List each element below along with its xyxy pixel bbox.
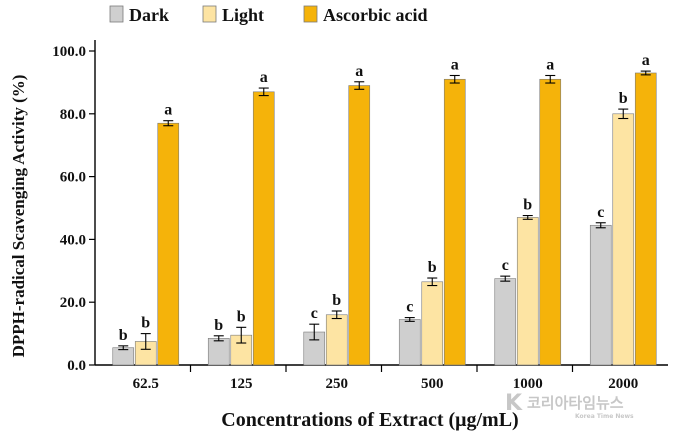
- significance-letter: c: [311, 305, 318, 322]
- x-tick-label: 500: [421, 376, 444, 392]
- significance-letter: c: [502, 257, 509, 274]
- bar-dark: [589, 224, 612, 366]
- x-tick-label: 2000: [608, 376, 638, 392]
- significance-letter: b: [214, 317, 223, 334]
- bar-light: [325, 314, 348, 366]
- legend-swatch: [303, 5, 318, 23]
- x-axis-label: Concentrations of Extract (μg/mL): [221, 409, 518, 431]
- y-tick-label: 0.0: [67, 358, 86, 374]
- legend-label: Ascorbic acid: [323, 5, 427, 25]
- bar-light: [421, 281, 444, 366]
- significance-letter: a: [451, 56, 459, 73]
- bar-dark: [207, 338, 230, 366]
- x-tick-label: 62.5: [133, 376, 159, 392]
- watermark-logo-icon: K: [505, 391, 523, 416]
- y-axis-label: DPPH-radical Scavenging Activity (%): [9, 75, 28, 358]
- legend: Dark Light Ascorbic acid: [109, 5, 427, 25]
- significance-letter: c: [597, 204, 604, 221]
- legend-label: Light: [222, 5, 264, 25]
- x-tick-label: 125: [230, 376, 253, 392]
- x-tick-label: 250: [326, 376, 349, 392]
- legend-swatch: [109, 5, 124, 23]
- bar-ascorbic-acid: [634, 72, 657, 366]
- watermark-text: 코리아타임뉴스: [527, 394, 624, 412]
- legend-swatch: [202, 5, 217, 23]
- significance-letter: a: [164, 102, 172, 119]
- watermark: K 코리아타임뉴스 Korea Time News: [505, 391, 634, 420]
- y-tick-label: 40.0: [60, 232, 86, 248]
- significance-letter: b: [119, 327, 128, 344]
- bar-dark: [112, 347, 135, 366]
- y-tick-label: 60.0: [60, 170, 86, 186]
- significance-letter: b: [237, 308, 246, 325]
- significance-letter: a: [260, 69, 268, 86]
- bar-ascorbic-acid: [348, 85, 371, 366]
- significance-letter: a: [642, 52, 650, 69]
- significance-letter: c: [406, 299, 413, 316]
- y-tick-label: 20.0: [60, 295, 86, 311]
- x-tick-label: 1000: [513, 376, 543, 392]
- y-tick-label: 80.0: [60, 107, 86, 123]
- significance-letter: b: [332, 292, 341, 309]
- bar-ascorbic-acid: [539, 78, 562, 366]
- significance-letter: b: [141, 315, 150, 332]
- bar-dark: [494, 278, 517, 366]
- axes: 0.0 20.0 40.0 60.0 80.0 100.0 62.5 125 250 500 100…: [52, 40, 668, 392]
- significance-letter: b: [428, 259, 437, 276]
- significance-letter: a: [355, 63, 363, 80]
- bar-ascorbic-acid: [443, 78, 466, 366]
- y-tick-label: 100.0: [52, 44, 86, 60]
- significance-letter: b: [523, 197, 532, 214]
- watermark-subtext: Korea Time News: [575, 413, 634, 420]
- bar-ascorbic-acid: [157, 122, 180, 366]
- significance-letter: a: [546, 56, 554, 73]
- bar-light: [612, 113, 635, 366]
- bar-dark: [398, 319, 421, 366]
- legend-label: Dark: [129, 5, 169, 25]
- bar-ascorbic-acid: [252, 91, 275, 366]
- bar-light: [516, 217, 539, 366]
- significance-letter: b: [619, 90, 628, 107]
